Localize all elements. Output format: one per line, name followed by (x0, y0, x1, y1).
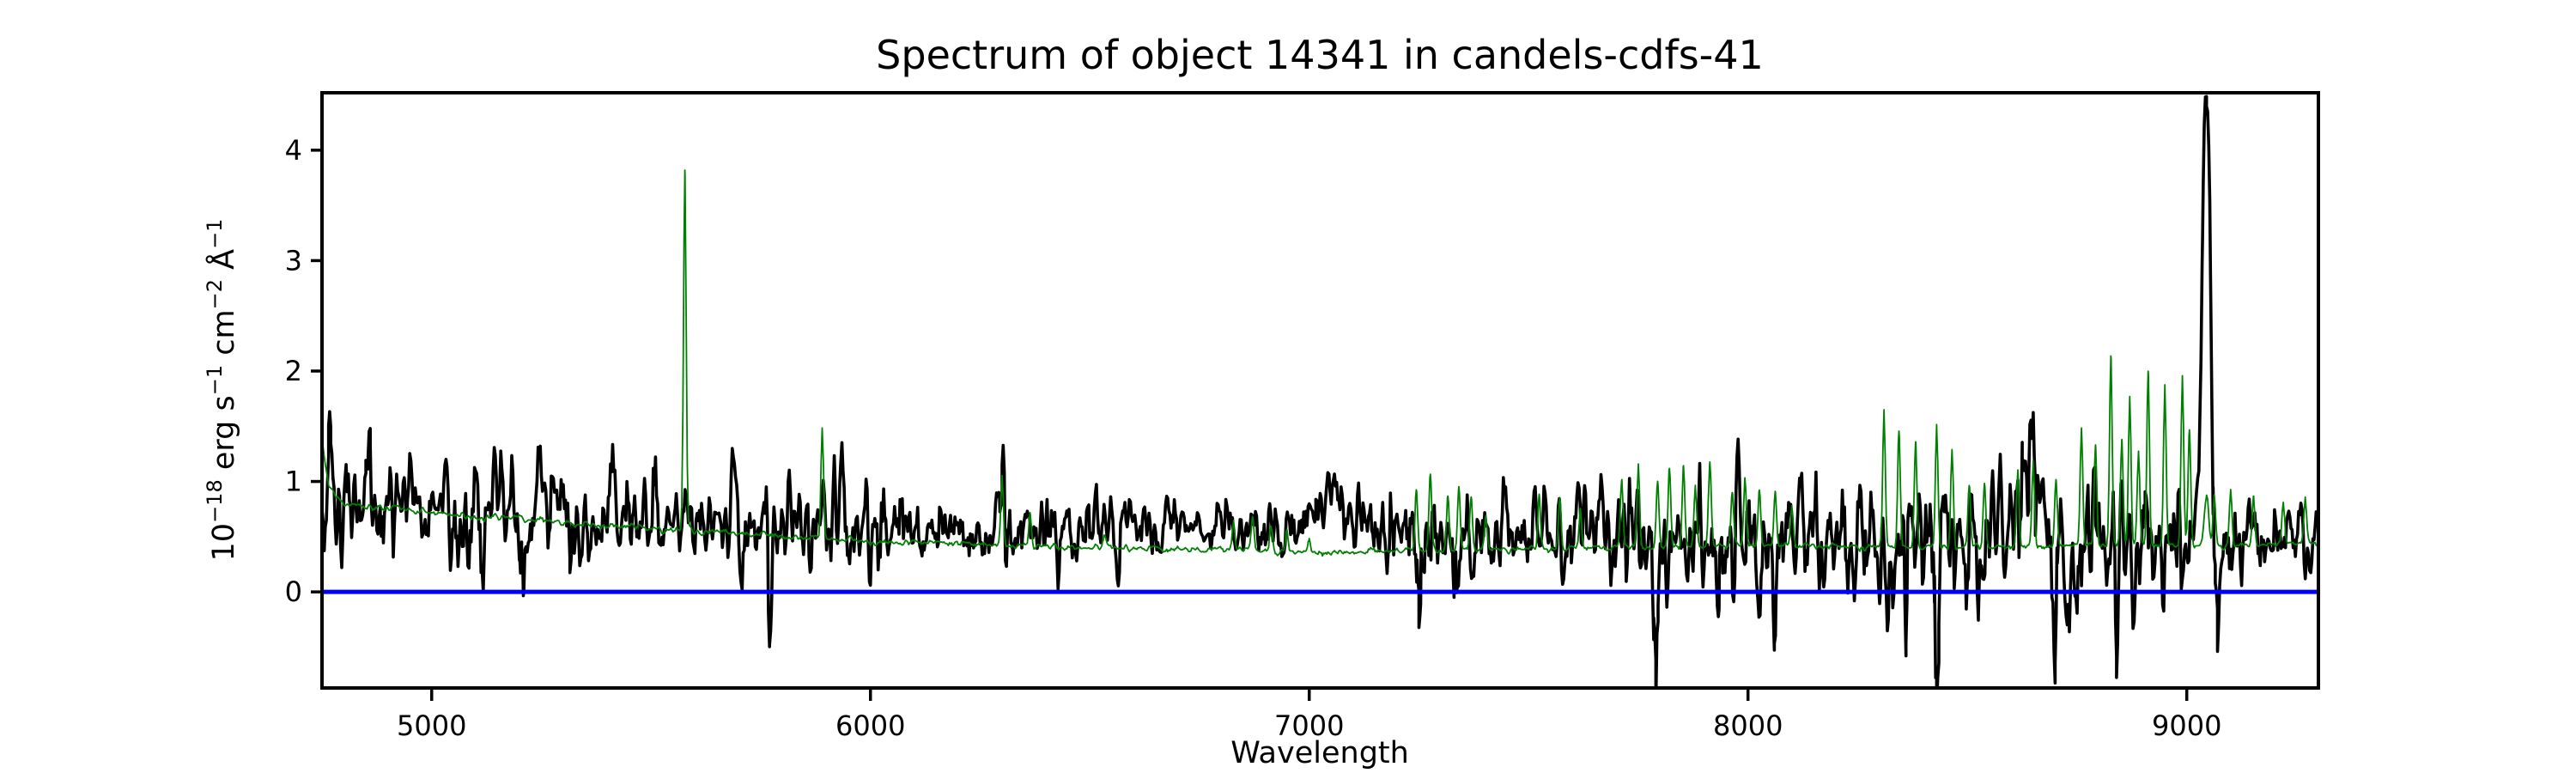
y-axis-label-part: −1 (203, 365, 227, 395)
y-axis-label-part: erg s (207, 395, 241, 479)
y-axis-label: 10−18 erg s−1 cm−2 Å−1 (203, 219, 241, 562)
x-tick-label: 7000 (1274, 709, 1344, 742)
y-axis-label-part: −2 (203, 279, 227, 309)
data-region (322, 94, 2318, 688)
y-axis-label-part: 10 (207, 523, 241, 562)
y-tick-label: 2 (285, 355, 302, 387)
y-tick-label: 4 (285, 134, 302, 167)
y-axis-label-part: −18 (203, 479, 227, 523)
flux-spectrum-line (322, 94, 2318, 688)
x-tick-label: 5000 (397, 709, 466, 742)
x-tick-label: 8000 (1713, 709, 1783, 742)
y-tick-label: 1 (285, 466, 302, 498)
plot-layers: 5000 6000 7000 8000 9000 0 1 2 3 4 (285, 91, 2320, 742)
sky-noise-spectrum-line (322, 169, 2318, 557)
y-axis-label-part: Å (204, 249, 241, 279)
y-axis-label-part: −1 (203, 219, 227, 249)
y-tick-label: 0 (285, 575, 302, 608)
x-tick-label: 6000 (835, 709, 905, 742)
y-axis-label-part: cm (207, 309, 241, 364)
chart-title: Spectrum of object 14341 in candels-cdfs… (876, 32, 1764, 78)
x-tick-label: 9000 (2152, 709, 2221, 742)
plot-border (320, 91, 2320, 690)
x-axis-label: Wavelength (1230, 736, 1409, 770)
y-tick-label: 3 (285, 244, 302, 277)
